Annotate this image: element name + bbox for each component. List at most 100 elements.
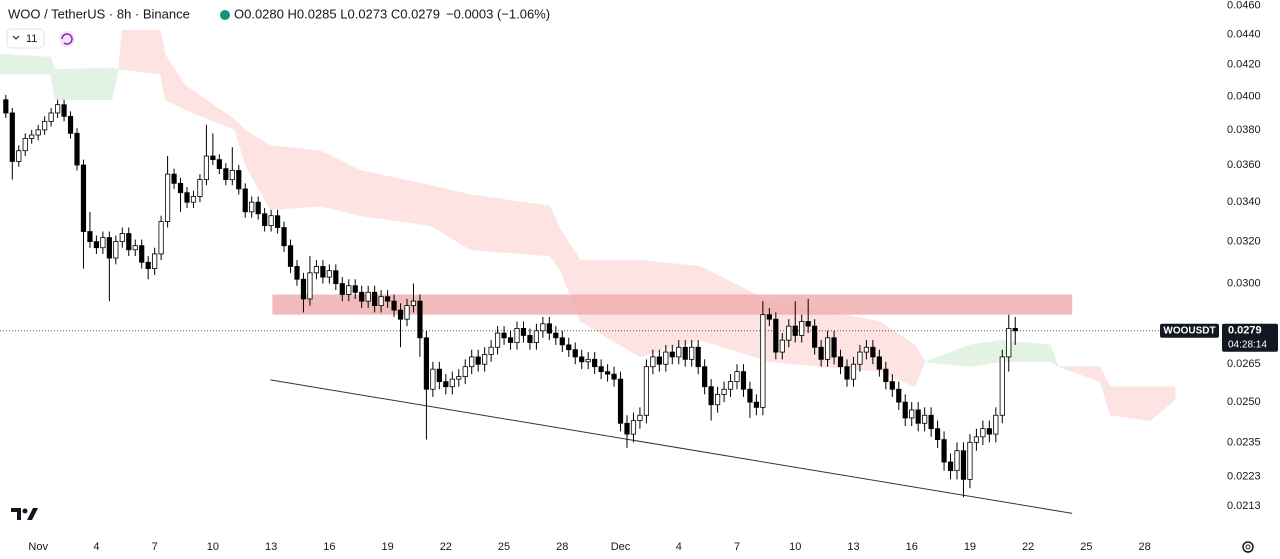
logo-part [27, 508, 38, 520]
candle-body [80, 164, 87, 232]
last-price-label: 0.0279 [1228, 325, 1262, 337]
countdown: 04:28:14 [1228, 339, 1267, 350]
candle-body [850, 363, 857, 380]
x-tick-label: 10 [207, 541, 219, 553]
y-tick-label: 0.0223 [1227, 470, 1261, 482]
candle-body [236, 170, 242, 190]
x-tick-label: Dec [611, 541, 631, 553]
cloud-segment [1110, 386, 1151, 421]
candle-body [980, 428, 986, 438]
candle-body [262, 213, 268, 226]
x-tick-label: 13 [847, 541, 859, 553]
candle-body [928, 414, 934, 430]
candle-body [210, 155, 216, 161]
cloud-segment [925, 344, 971, 367]
candle-body [947, 461, 954, 472]
candle-body [482, 354, 488, 365]
x-tick-label: 4 [676, 541, 682, 553]
candle-body [384, 296, 391, 302]
plot-area [0, 29, 1220, 514]
candle-body [61, 104, 67, 117]
candle-body [533, 330, 540, 343]
candle-body [902, 401, 908, 419]
candle-body [197, 179, 203, 197]
candle-body [909, 409, 915, 419]
y-tick-label: 0.0460 [1227, 0, 1261, 12]
settings-icon[interactable] [1242, 541, 1254, 553]
x-tick-label: 28 [1139, 541, 1151, 553]
candle-body [941, 439, 947, 463]
y-tick-label: 0.0420 [1227, 59, 1261, 71]
candle-body [294, 266, 300, 280]
cloud-segment [160, 30, 166, 100]
candle-body [177, 182, 184, 194]
candle-body [158, 221, 164, 255]
candle-body [999, 356, 1005, 416]
candle-body [300, 278, 307, 300]
resistance-zone [272, 294, 1073, 315]
candle-body [617, 378, 624, 424]
x-tick-label: 7 [734, 541, 740, 553]
logo-part [11, 508, 21, 520]
candle-body [805, 321, 811, 327]
candle-body [22, 138, 28, 152]
candle-body [520, 328, 527, 336]
ohlc-text: O0.0280 H0.0285 L0.0273 C0.0279 [234, 6, 440, 21]
x-tick-label: 19 [381, 541, 393, 553]
candle-body [359, 291, 365, 302]
candle-body [702, 366, 708, 388]
x-tick-label: 10 [789, 541, 801, 553]
indicator-count: 11 [26, 33, 37, 45]
candle-body [960, 450, 967, 480]
candle-body [404, 305, 410, 320]
candle-body [779, 339, 785, 353]
refresh-icon[interactable] [59, 31, 75, 47]
y-tick-label: 0.0213 [1227, 500, 1261, 512]
candle-body [216, 159, 222, 170]
change-text: −0.0003 (−1.06%) [446, 6, 550, 21]
candle-body [42, 120, 48, 131]
candle-body [249, 201, 255, 213]
candle-body [494, 332, 501, 348]
candle-body [682, 346, 688, 360]
cloud-segment [549, 205, 561, 272]
cloud-segment [118, 30, 123, 70]
cloud-segment [470, 194, 551, 257]
y-tick-label: 0.0360 [1227, 159, 1261, 171]
candle-body [67, 115, 74, 134]
candle-body [818, 346, 824, 360]
cloud-segment [0, 53, 51, 75]
x-tick-label: 19 [964, 541, 976, 553]
candle-body [915, 409, 921, 424]
candle-body [766, 314, 772, 320]
cloud-segment [270, 145, 321, 211]
candle-body [967, 441, 973, 480]
x-tick-label: 25 [1080, 541, 1092, 553]
cloud-segment [1099, 366, 1111, 416]
y-tick-label: 0.0380 [1227, 124, 1261, 136]
toggle-box[interactable] [6, 28, 45, 49]
candle-body [857, 351, 863, 365]
candle-body [689, 346, 695, 360]
candle-body [54, 104, 61, 114]
cloud-segment [430, 184, 471, 251]
candle-body [663, 351, 669, 365]
indicator-toggle[interactable]: 11 [6, 28, 45, 49]
gear[interactable] [1242, 541, 1254, 553]
candle-body [760, 314, 766, 408]
candle-body [229, 170, 235, 181]
candle-body [876, 356, 882, 370]
candle-body [546, 323, 552, 334]
candle-body [346, 285, 352, 295]
candle-body [637, 414, 643, 421]
candle-body [747, 388, 753, 403]
candle-body [973, 436, 980, 443]
candle-body [831, 337, 837, 358]
candle-body [540, 323, 546, 332]
candle-body [145, 261, 151, 269]
y-tick-label: 0.0320 [1227, 236, 1261, 248]
candle-body [507, 337, 514, 343]
tv-logo [11, 508, 38, 520]
candle-body [598, 366, 604, 373]
